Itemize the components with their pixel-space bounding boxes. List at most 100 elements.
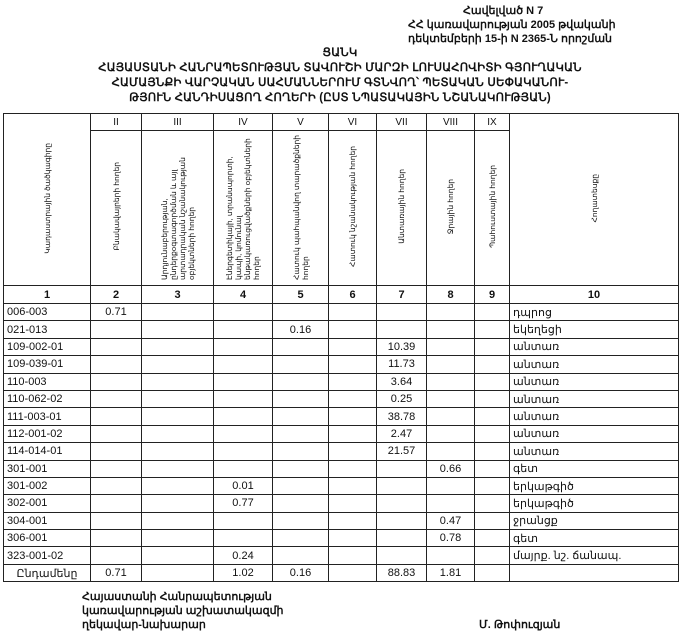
cadastral-code: 110-062-02: [3, 389, 91, 409]
area-cell: [328, 563, 377, 583]
area-cell: [376, 529, 427, 548]
land-type: երկաթգիծ: [509, 476, 679, 496]
column-header: Արդյունաբերության, ընդերքօգտագործման և ա…: [141, 130, 214, 286]
area-cell: [141, 494, 214, 513]
area-cell: 0.25: [376, 389, 427, 409]
area-cell: [272, 302, 329, 322]
total-row: Ընդամենը 0.71 1.02 0.16 88.83 1.81: [3, 563, 679, 583]
area-cell: [90, 442, 142, 461]
area-cell: [90, 459, 142, 478]
signatory-position: Հայաստանի Հանրապետության կառավարության ա…: [82, 590, 284, 632]
area-cell: [474, 494, 510, 513]
area-cell: [141, 372, 214, 391]
area-cell: [141, 442, 214, 461]
cadastral-code: 109-039-01: [3, 355, 91, 374]
document-title: ՑԱՆԿ ՀԱՅԱՍՏԱՆԻ ՀԱՆՐԱՊԵՏՈՒԹՅԱՆ ՏԱՎՈՒՇԻ ՄԱ…: [60, 46, 620, 106]
annex-number: Հավելված N 7: [463, 5, 544, 17]
area-cell: [213, 355, 273, 374]
area-cell: [141, 529, 214, 548]
area-cell: [90, 494, 142, 513]
cadastral-code: 302-001: [3, 494, 91, 513]
area-cell: [328, 529, 377, 548]
table-row: 110-062-02 0.25 անտառ: [3, 389, 679, 409]
area-cell: [328, 476, 377, 496]
area-cell: [141, 302, 214, 322]
column-header: Հատուկ պահպանվող տարածքների հողեր: [272, 130, 329, 286]
land-type: անտառ: [509, 355, 679, 374]
area-cell: 88.83: [376, 563, 427, 583]
table-row: 323-001-02 0.24 մայրք. նշ. ճանապ.: [3, 546, 679, 565]
annex-line: դեկտեմբերի 15-ի N 2365-Ն որոշման: [408, 33, 613, 45]
area-cell: [90, 529, 142, 548]
area-cell: [213, 424, 273, 444]
column-number: 4: [213, 285, 273, 304]
area-cell: [426, 546, 475, 565]
area-cell: [141, 424, 214, 444]
area-cell: [141, 476, 214, 496]
area-cell: [376, 459, 427, 478]
position-line: կառավարության աշխատակազմի: [82, 605, 284, 617]
land-type: դպրոց: [509, 302, 679, 322]
area-cell: [272, 407, 329, 426]
area-cell: [376, 494, 427, 513]
column-header-label: Էներգետիկայի, տրանսպորտի, կապի, կոմունալ…: [225, 137, 261, 280]
column-header: Հատուկ նշանակության հողեր: [328, 130, 377, 286]
area-cell: 2.47: [376, 424, 427, 444]
area-cell: [426, 424, 475, 444]
cadastral-code: 323-001-02: [3, 546, 91, 565]
roman-numeral: V: [272, 113, 329, 131]
area-cell: 0.01: [213, 476, 273, 496]
area-cell: [328, 546, 377, 565]
column-header: Պահուստային հողեր: [474, 130, 510, 286]
land-type: երկաթգիծ: [509, 494, 679, 513]
area-cell: [474, 337, 510, 357]
area-cell: [328, 459, 377, 478]
area-cell: [141, 563, 214, 583]
area-cell: [426, 407, 475, 426]
area-cell: [141, 511, 214, 531]
area-cell: [141, 355, 214, 374]
area-cell: [141, 337, 214, 357]
header-row: Բնակավայրերի հողեր Արդյունաբերության, ընդ…: [4, 130, 679, 286]
table-row: 301-001 0.66 գետ: [3, 459, 679, 478]
area-cell: [328, 372, 377, 391]
land-type: անտառ: [509, 424, 679, 444]
area-cell: [426, 476, 475, 496]
column-number: 5: [272, 285, 329, 304]
area-cell: [213, 442, 273, 461]
area-cell: [213, 320, 273, 339]
annex-line: ՀՀ կառավարության 2005 թվականի: [408, 19, 616, 31]
total-label: Ընդամենը: [3, 563, 91, 583]
area-cell: [90, 320, 142, 339]
column-header: Ջրային հողեր: [426, 130, 475, 286]
area-cell: [426, 320, 475, 339]
cadastral-code: 006-003: [3, 302, 91, 322]
area-cell: [272, 546, 329, 565]
area-cell: [328, 302, 377, 322]
area-cell: [328, 511, 377, 531]
area-cell: [474, 476, 510, 496]
area-cell: 1.81: [426, 563, 475, 583]
area-cell: [328, 442, 377, 461]
column-header-label: Հողատեսքը: [589, 173, 599, 223]
area-cell: [426, 355, 475, 374]
column-header-label: Ջրային հողեր: [446, 178, 455, 235]
column-header-label: Բնակավայրերի հողեր: [111, 162, 121, 251]
area-cell: [376, 320, 427, 339]
column-number-row: 1 2 3 4 5 6 7 8 9 10: [3, 285, 679, 304]
cadastral-code: 021-013: [3, 320, 91, 339]
land-table: Կադաստրային ծածկագիրը II III IV V VI VII VIII IX…: [3, 113, 679, 583]
area-cell: 0.71: [90, 302, 142, 322]
area-cell: [272, 442, 329, 461]
column-number: 8: [426, 285, 475, 304]
area-cell: [474, 442, 510, 461]
area-cell: [426, 372, 475, 391]
table-row: 112-001-02 2.47 անտառ: [3, 424, 679, 444]
table-row: 301-002 0.01 երկաթգիծ: [3, 476, 679, 496]
area-cell: [328, 389, 377, 409]
roman-numeral: VI: [328, 113, 377, 131]
column-number: 7: [376, 285, 427, 304]
area-cell: [474, 407, 510, 426]
area-cell: [474, 459, 510, 478]
column-header: Էներգետիկայի, տրանսպորտի, կապի, կոմունալ…: [213, 130, 273, 286]
